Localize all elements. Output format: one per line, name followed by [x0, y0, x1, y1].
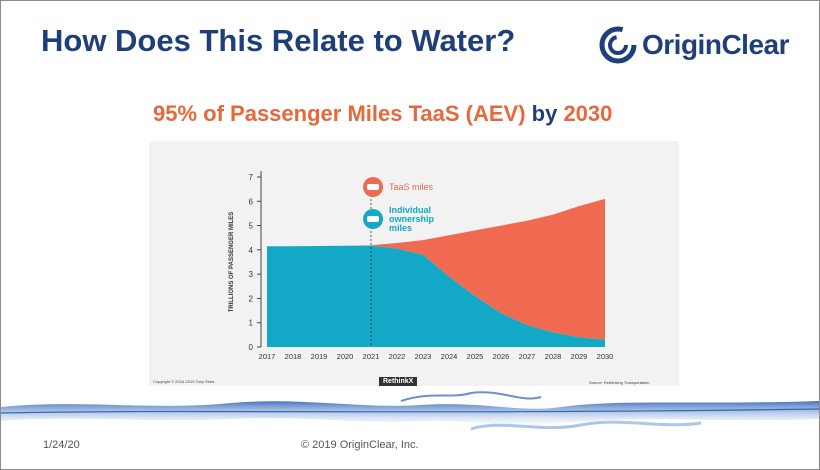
legend-label-individual: ownership — [389, 214, 435, 224]
x-tick-label: 2018 — [285, 352, 302, 361]
y-tick-label: 4 — [249, 246, 254, 255]
water-splash-decoration — [1, 391, 819, 431]
y-tick-label: 3 — [249, 270, 254, 279]
x-tick-label: 2017 — [259, 352, 276, 361]
slide-title: How Does This Relate to Water? — [41, 23, 516, 58]
legend-label-individual: Individual — [389, 205, 431, 215]
chart-panel: 0 1 2 3 4 5 6 7 TRILLIONS OF PASSENGER MILES 2017… — [149, 141, 679, 386]
subtitle-percent: 95% — [153, 101, 198, 126]
series-area-individual — [267, 245, 605, 347]
chart-brand: RethinkX — [379, 377, 418, 386]
subtitle-text: of Passenger Miles TaaS (AEV) — [197, 101, 532, 126]
logo-text: OriginClear — [642, 29, 789, 60]
footer-copyright: © 2019 OriginClear, Inc. — [301, 439, 419, 451]
x-tick-label: 2028 — [545, 352, 562, 361]
y-tick-label: 0 — [249, 343, 254, 352]
series-area-taas — [267, 198, 605, 340]
chart-copyright: Copyright © 2016-2019 Tony Seba — [153, 379, 215, 384]
chart-source: Source: Rethinking Transportation — [589, 380, 650, 385]
legend-label-individual: miles — [389, 223, 412, 233]
subtitle-by: by — [531, 101, 558, 126]
x-tick-label: 2030 — [597, 352, 614, 361]
y-tick-label: 2 — [249, 294, 254, 303]
x-tick-label: 2026 — [493, 352, 510, 361]
x-tick-label: 2025 — [467, 352, 484, 361]
y-tick-label: 6 — [249, 197, 254, 206]
cars-icon — [367, 216, 379, 222]
y-axis-label: TRILLIONS OF PASSENGER MILES — [229, 212, 235, 313]
legend-label-taas: TaaS miles — [389, 182, 434, 192]
area-chart: 0 1 2 3 4 5 6 7 TRILLIONS OF PASSENGER MILES 2017… — [229, 171, 614, 361]
car-icon — [367, 184, 379, 190]
chart-subtitle: 95% of Passenger Miles TaaS (AEV) by 203… — [153, 101, 612, 127]
x-tick-label: 2027 — [519, 352, 536, 361]
y-tick-label: 5 — [249, 222, 254, 231]
subtitle-year: 2030 — [557, 101, 613, 126]
x-tick-label: 2023 — [415, 352, 432, 361]
swirl-icon — [599, 26, 637, 64]
x-tick-label: 2029 — [571, 352, 588, 361]
footer-date: 1/24/20 — [43, 439, 80, 451]
x-tick-label: 2021 — [363, 352, 380, 361]
y-tick-label: 7 — [249, 173, 254, 182]
x-tick-label: 2022 — [389, 352, 406, 361]
y-tick-label: 1 — [249, 319, 254, 328]
x-tick-label: 2019 — [311, 352, 328, 361]
x-tick-label: 2024 — [441, 352, 458, 361]
originclear-logo: OriginClear — [598, 23, 808, 67]
x-tick-label: 2020 — [337, 352, 354, 361]
